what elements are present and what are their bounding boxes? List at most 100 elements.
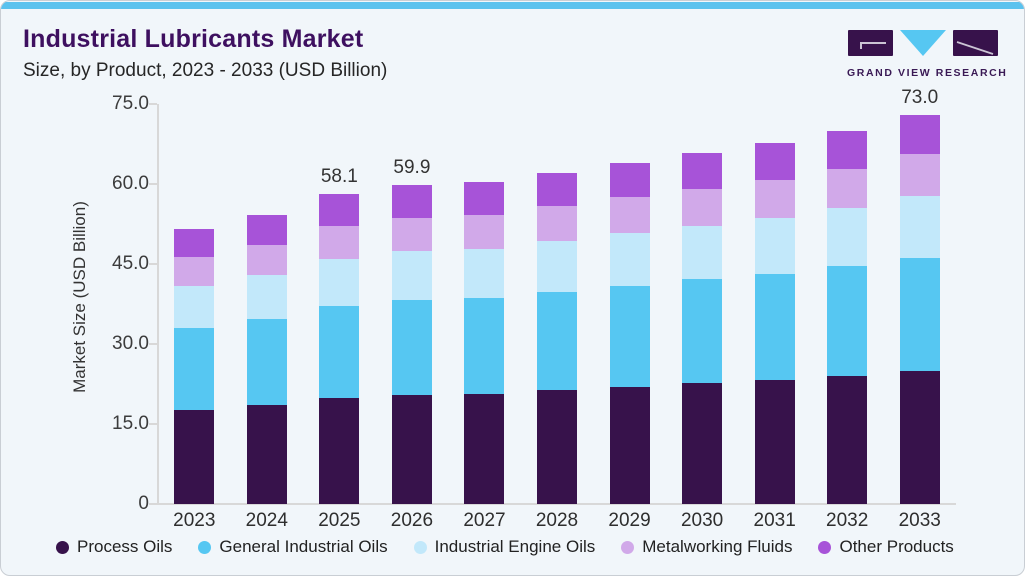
bar-segment-2029-other-products — [609, 162, 650, 198]
bar-stack-2025: 58.1 — [319, 166, 360, 504]
bar-segment-2028-general-industrial-oils — [537, 292, 577, 391]
bar-stack-2026: 59.9 — [391, 157, 432, 504]
legend-item-industrial-engine-oils: Industrial Engine Oils — [413, 537, 596, 557]
page-subtitle: Size, by Product, 2023 - 2033 (USD Billi… — [23, 60, 388, 81]
bar-stack-2030 — [682, 152, 723, 504]
x-axis-baseline — [157, 503, 956, 505]
bar-segment-2024-other-products — [246, 214, 287, 245]
bar-slot-2031 — [738, 104, 811, 504]
y-tick-mark-30 — [149, 343, 157, 345]
bar-segment-2027-process-oils — [464, 393, 505, 504]
x-axis-labels: 2023 2024 2025 2026 2027 2028 2029 2030 2031 2032… — [158, 510, 956, 532]
bar-segment-2025-industrial-engine-oils — [319, 258, 360, 307]
bar-segment-2028-process-oils — [537, 390, 577, 504]
bar-segment-2033-process-oils — [899, 370, 940, 504]
header: Industrial Lubricants Market Size, by Pr… — [23, 25, 387, 82]
bar-total-label-2033: 73.0 — [901, 86, 939, 108]
bar-stack-2029 — [609, 162, 650, 504]
x-tick-label-2024: 2024 — [245, 510, 288, 531]
bar-segment-2033-other-products — [899, 114, 940, 154]
bar-segment-2023-industrial-engine-oils — [174, 285, 215, 329]
bar-stack-2028 — [537, 172, 577, 504]
bar-slot-2033: 73.0 — [883, 87, 956, 504]
legend-label: Industrial Engine Oils — [434, 537, 596, 556]
legend-label: Other Products — [839, 537, 954, 556]
legend-label: Metalworking Fluids — [642, 537, 793, 556]
bar-segment-2030-general-industrial-oils — [682, 279, 723, 384]
bar-segment-2031-metalworking-fluids — [754, 180, 795, 219]
bar-segment-2026-general-industrial-oils — [391, 300, 432, 395]
bar-slot-2023 — [158, 104, 231, 504]
bar-segment-2032-other-products — [827, 130, 868, 170]
legend-label: Process Oils — [77, 537, 173, 556]
legend-dot-icon — [621, 540, 635, 554]
bar-segment-2029-process-oils — [609, 386, 650, 504]
y-axis-title: Market Size (USD Billion) — [70, 201, 89, 393]
legend-item-general-industrial-oils: General Industrial Oils — [198, 537, 388, 557]
bar-segment-2032-industrial-engine-oils — [827, 208, 868, 266]
legend-item-metalworking-fluids: Metalworking Fluids — [621, 537, 792, 557]
bar-segment-2027-metalworking-fluids — [464, 214, 505, 249]
bar-stack-2032 — [827, 130, 868, 504]
bar-segment-2030-other-products — [682, 152, 723, 189]
bar-slot-2026: 59.9 — [376, 104, 449, 504]
y-tick-label-45: 45.0 — [112, 253, 149, 274]
gvr-logo-icon — [848, 30, 998, 56]
y-tick-mark-75 — [149, 103, 157, 105]
bar-segment-2028-industrial-engine-oils — [537, 241, 577, 293]
bar-segment-2029-metalworking-fluids — [609, 197, 650, 234]
bar-segment-2027-other-products — [464, 182, 505, 215]
y-tick-mark-15 — [149, 423, 157, 425]
y-tick-label-60: 60.0 — [112, 173, 149, 194]
bar-segment-2028-metalworking-fluids — [537, 206, 577, 242]
y-axis-line — [157, 104, 159, 504]
bar-slot-2032 — [811, 104, 884, 504]
bar-segment-2025-metalworking-fluids — [319, 226, 360, 259]
bars-container: 58.1 59.9 73.0 — [158, 87, 956, 504]
legend: Process Oils General Industrial Oils Indus… — [56, 537, 954, 557]
bar-segment-2023-metalworking-fluids — [174, 257, 215, 286]
x-tick-label-2023: 2023 — [173, 510, 216, 531]
legend-dot-icon — [198, 540, 212, 554]
x-tick-label-2030: 2030 — [680, 510, 724, 531]
bar-slot-2027 — [448, 104, 521, 504]
legend-label: General Industrial Oils — [219, 537, 388, 556]
bar-segment-2029-industrial-engine-oils — [609, 233, 650, 286]
bar-segment-2026-process-oils — [391, 394, 432, 504]
bar-total-label-2025: 58.1 — [320, 166, 358, 188]
bar-segment-2025-general-industrial-oils — [319, 306, 360, 398]
bar-segment-2032-general-industrial-oils — [827, 265, 868, 376]
bar-segment-2028-other-products — [537, 172, 577, 207]
bar-segment-2031-general-industrial-oils — [754, 273, 795, 381]
brand-name: GRAND VIEW RESEARCH — [847, 67, 1008, 79]
y-tick-mark-60 — [149, 183, 157, 185]
bar-segment-2030-industrial-engine-oils — [682, 225, 723, 280]
legend-dot-icon — [413, 540, 427, 554]
bar-stack-2023 — [174, 228, 215, 504]
x-tick-label-2031: 2031 — [753, 510, 796, 531]
bar-segment-2026-other-products — [391, 184, 432, 218]
bar-segment-2024-industrial-engine-oils — [246, 275, 287, 320]
bar-segment-2023-other-products — [174, 228, 215, 258]
bar-stack-2031 — [754, 142, 795, 504]
bar-segment-2023-general-industrial-oils — [174, 328, 215, 410]
bar-segment-2024-general-industrial-oils — [246, 319, 287, 405]
bar-segment-2025-other-products — [319, 194, 360, 227]
bar-segment-2030-process-oils — [682, 383, 723, 504]
bar-segment-2033-metalworking-fluids — [899, 153, 940, 196]
bar-segment-2026-metalworking-fluids — [391, 217, 432, 252]
y-tick-mark-0 — [149, 503, 157, 505]
bar-segment-2027-industrial-engine-oils — [464, 248, 505, 299]
x-tick-label-2033: 2033 — [898, 510, 941, 531]
x-tick-label-2028: 2028 — [535, 510, 579, 531]
bar-segment-2032-process-oils — [827, 376, 868, 504]
legend-item-process-oils: Process Oils — [56, 537, 172, 557]
bar-total-label-2026: 59.9 — [393, 156, 431, 178]
bar-stack-2027 — [464, 182, 505, 504]
bar-segment-2031-other-products — [754, 142, 795, 181]
x-tick-label-2025: 2025 — [318, 510, 361, 531]
bar-segment-2033-general-industrial-oils — [899, 257, 940, 371]
bar-segment-2033-industrial-engine-oils — [899, 195, 940, 258]
